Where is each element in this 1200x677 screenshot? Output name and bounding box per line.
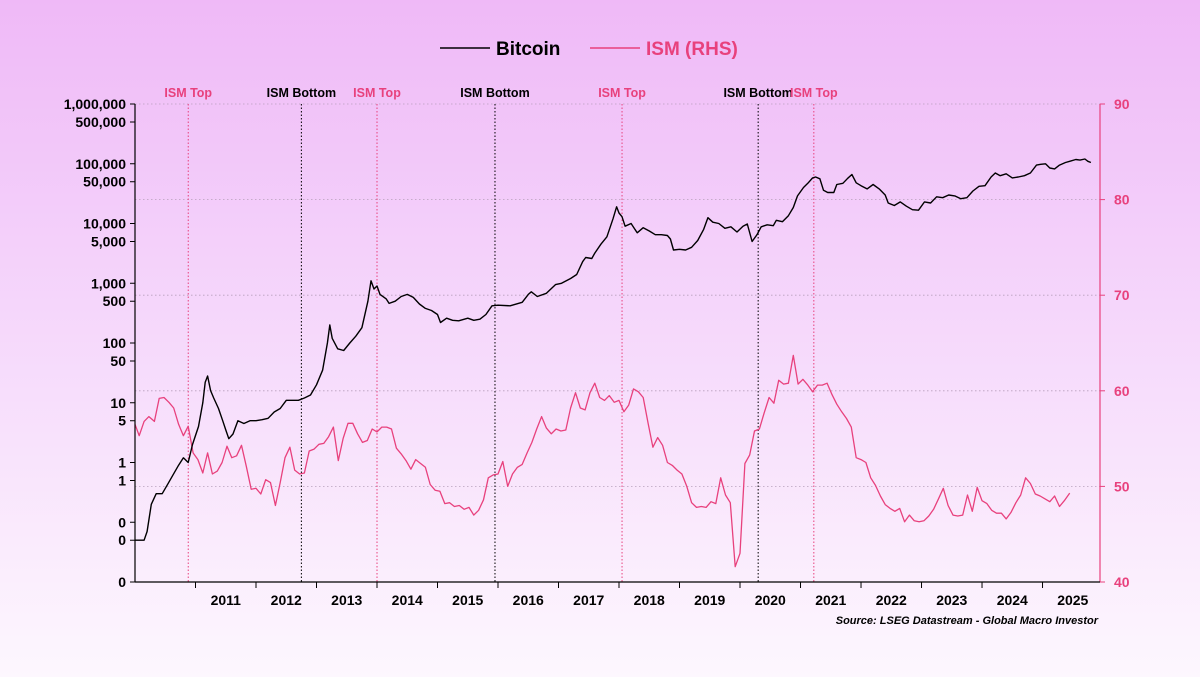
left-tick-label: 500: [103, 293, 127, 309]
x-tick-label: 2012: [271, 592, 302, 608]
grid: [135, 103, 1100, 487]
x-tick-label: 2016: [513, 592, 544, 608]
event-label: ISM Bottom: [723, 86, 792, 100]
left-tick-label: 50,000: [83, 174, 126, 190]
x-tick-label: 2022: [876, 592, 907, 608]
right-tick-label: 50: [1114, 478, 1130, 494]
left-tick-label: 1,000: [91, 275, 126, 291]
right-tick-label: 60: [1114, 383, 1130, 399]
legend: Bitcoin ISM (RHS): [440, 39, 738, 60]
x-tick-label: 2020: [755, 592, 786, 608]
x-tick-label: 2017: [573, 592, 604, 608]
event-label: ISM Top: [353, 86, 401, 100]
series-ism: [134, 354, 1071, 568]
right-tick-label: 80: [1114, 192, 1130, 208]
x-tick-label: 2019: [694, 592, 725, 608]
x-tick-label: 2024: [997, 592, 1028, 608]
event-label: ISM Bottom: [267, 86, 336, 100]
event-label: ISM Top: [598, 86, 646, 100]
left-tick-label: 100,000: [75, 156, 126, 172]
source-note: Source: LSEG Datastream - Global Macro I…: [836, 615, 1099, 627]
left-tick-label: 50: [110, 353, 126, 369]
left-tick-label: 500,000: [75, 114, 126, 130]
series-line-bitcoin: [135, 158, 1092, 541]
left-tick-label: 1: [118, 472, 126, 488]
right-tick-label: 90: [1114, 96, 1130, 112]
x-tick-label: 2011: [211, 592, 242, 608]
axes: 1,000,000 500,000 100,000 50,000 10,0005,000…: [64, 96, 1130, 608]
x-tick-label: 2015: [452, 592, 483, 608]
left-tick-label: 0: [118, 532, 126, 548]
left-tick-label: 5: [118, 413, 126, 429]
legend-label-ism: ISM (RHS): [646, 39, 738, 60]
series-bitcoin: [135, 158, 1092, 541]
x-tick-label: 2025: [1057, 592, 1088, 608]
left-tick-label: 100: [103, 335, 127, 351]
right-tick-label: 70: [1114, 287, 1130, 303]
series-line-ism: [134, 354, 1071, 568]
x-tick-label: 2023: [936, 592, 967, 608]
event-markers: ISM Top ISM Bottom ISM Top ISM Bottom ISM To…: [164, 86, 838, 582]
event-label: ISM Bottom: [460, 86, 529, 100]
left-tick-label: 10: [110, 395, 126, 411]
legend-label-bitcoin: Bitcoin: [496, 39, 560, 60]
left-tick-label: 10,000: [83, 216, 126, 232]
left-tick-label: 1,000,000: [64, 96, 126, 112]
event-label: ISM Top: [164, 86, 212, 100]
x-tick-label: 2013: [331, 592, 362, 608]
left-tick-label: 0: [118, 574, 126, 590]
left-tick-label: 0: [118, 514, 126, 530]
x-tick-label: 2018: [634, 592, 665, 608]
right-tick-label: 40: [1114, 574, 1130, 590]
left-tick-label: 5,000: [91, 233, 126, 249]
x-tick-label: 2014: [392, 592, 423, 608]
left-tick-label: 1: [118, 455, 126, 471]
x-tick-label: 2021: [815, 592, 846, 608]
event-label: ISM Top: [790, 86, 838, 100]
